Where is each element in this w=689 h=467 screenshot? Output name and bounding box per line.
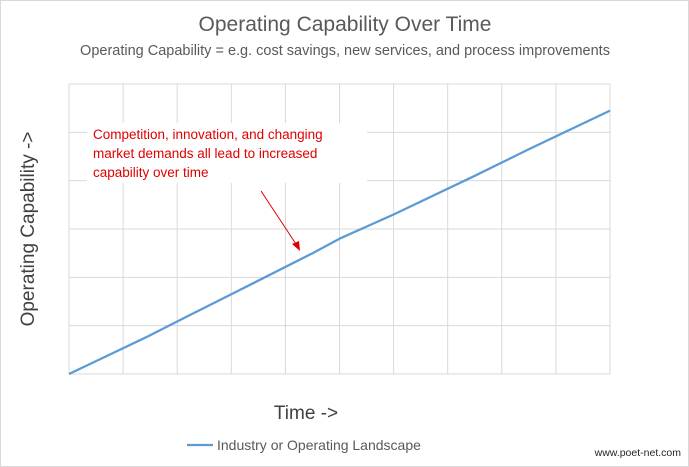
annotation-line-2: market demands all lead to increased xyxy=(93,146,317,161)
annotation-box xyxy=(87,123,367,183)
legend-label: Industry or Operating Landscape xyxy=(217,437,421,453)
y-axis-label: Operating Capability -> xyxy=(18,132,39,327)
chart-subtitle: Operating Capability = e.g. cost savings… xyxy=(80,43,610,59)
legend: Industry or Operating Landscape xyxy=(187,437,421,453)
chart-title: Operating Capability Over Time xyxy=(199,13,492,36)
arrowhead-icon xyxy=(292,241,300,251)
series-layer xyxy=(68,109,611,376)
annotation-line-3: capability over time xyxy=(93,165,209,180)
source-note: www.poet-net.com xyxy=(594,447,682,459)
annotation-arrow xyxy=(260,190,300,251)
annotation-line-1: Competition, innovation, and changing xyxy=(93,127,323,142)
x-axis-label: Time -> xyxy=(274,403,338,424)
series-line-0 xyxy=(68,109,611,376)
